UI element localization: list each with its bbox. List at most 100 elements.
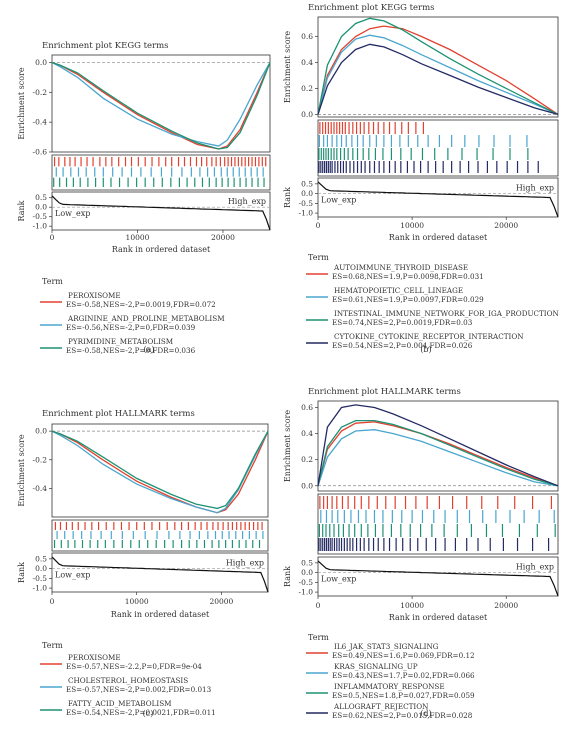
rank-tick-label: -0.5 bbox=[299, 199, 314, 208]
es-line-series-1 bbox=[51, 430, 269, 514]
legend-name-4: CYTOKINE_CYTOKINE_RECEPTOR_INTERACTION bbox=[334, 332, 524, 341]
es-plot-frame bbox=[51, 423, 269, 518]
subfigure-label: (d) bbox=[420, 709, 431, 718]
es-tick-label: 0.2 bbox=[301, 84, 313, 93]
legend-name-2: CHOLESTEROL_HOMEOSTASIS bbox=[68, 676, 188, 685]
rank-axis-label: Rank bbox=[17, 562, 26, 583]
subfigure-label: (a) bbox=[143, 345, 154, 354]
es-tick-label: 0.0 bbox=[301, 481, 313, 490]
es-line-series-2 bbox=[51, 430, 269, 514]
x-tick-label: 10000 bbox=[125, 597, 149, 606]
legend-name-2: HEMATOPOIETIC_CELL_LINEAGE bbox=[334, 286, 463, 295]
legend-name-3: INFLAMMATORY_RESPONSE bbox=[334, 682, 445, 691]
panel-c: Enrichment plot HALLMARK terms 0.0 -0.2 -0.… bbox=[0, 364, 283, 732]
es-line-series-3 bbox=[51, 61, 271, 150]
rank-tick-label: 0.5 bbox=[301, 179, 313, 188]
low-exp-label: Low_exp bbox=[321, 575, 356, 584]
high-exp-label: High_exp bbox=[226, 559, 264, 568]
es-tick-label: -0.2 bbox=[33, 455, 48, 464]
high-exp-label: High_exp bbox=[516, 184, 554, 193]
x-axis-label: Rank in ordered dataset bbox=[111, 610, 210, 619]
legend-stats-3: ES=0.74,NES=2,P=0.0019,FDR=0.03 bbox=[332, 318, 473, 327]
legend-name-3: INTESTINAL_IMMUNE_NETWORK_FOR_IGA_PRODUC… bbox=[334, 309, 559, 318]
x-tick-label: 10000 bbox=[400, 601, 424, 610]
es-axis-label: Enrichment score bbox=[17, 434, 26, 506]
plot-title: Enrichment plot KEGG terms bbox=[42, 41, 169, 51]
rank-tick-label: -1.0 bbox=[33, 222, 48, 231]
rank-curve bbox=[51, 195, 271, 231]
rank-tick-label: 0.5 bbox=[35, 554, 47, 563]
rank-tick-label: -0.5 bbox=[299, 578, 314, 587]
hits-frame bbox=[317, 493, 559, 555]
legend-stats-2: ES=0.61,NES=1.9,P=0.0097,FDR=0.029 bbox=[332, 295, 484, 304]
gsea-chart: Enrichment plot HALLMARK terms 0.0 0.2 0.4 0… bbox=[283, 387, 559, 720]
hits-frame bbox=[317, 119, 559, 177]
rank-frame bbox=[51, 552, 269, 593]
rank-tick-label: 0.0 bbox=[35, 203, 47, 212]
es-tick-label: 0.6 bbox=[301, 32, 313, 41]
es-line-series-2 bbox=[317, 429, 559, 487]
legend-stats-2: ES=0.43,NES=1.7,P=0.02,FDR=0.066 bbox=[332, 671, 475, 680]
rank-tick-label: -1.0 bbox=[299, 209, 314, 218]
x-tick-label: 0 bbox=[316, 221, 321, 230]
es-tick-label: 0.4 bbox=[301, 429, 313, 438]
x-tick-label: 10000 bbox=[400, 221, 424, 230]
plot-title: Enrichment plot KEGG terms bbox=[308, 3, 435, 13]
es-axis-label: Enrichment score bbox=[283, 410, 292, 482]
x-tick-label: 10000 bbox=[126, 233, 150, 242]
es-line-series-1 bbox=[317, 25, 559, 115]
plot-title: Enrichment plot HALLMARK terms bbox=[42, 409, 195, 419]
legend-stats-3: ES=-0.54,NES=-2,P=0.0021,FDR=0.011 bbox=[66, 708, 216, 717]
legend-stats-4: ES=0.62,NES=2,P=0.015,FDR=0.028 bbox=[332, 711, 473, 720]
es-line-series-4 bbox=[317, 43, 559, 116]
rank-tick-label: 0.5 bbox=[35, 193, 47, 202]
legend-stats-4: ES=0.54,NES=2,P=0.004,FDR=0.026 bbox=[332, 341, 473, 350]
es-tick-label: -0.2 bbox=[33, 88, 48, 97]
es-tick-label: 0.0 bbox=[35, 427, 47, 436]
legend-stats-3: ES=-0.58,NES=-2,P=0,FDR=0.036 bbox=[66, 346, 196, 355]
rank-tick-label: -1.0 bbox=[299, 588, 314, 597]
legend-name-1: PEROXISOME bbox=[68, 653, 121, 662]
rank-tick-label: 0.0 bbox=[301, 189, 313, 198]
low-exp-label: Low_exp bbox=[321, 196, 356, 205]
es-tick-label: -0.4 bbox=[33, 484, 48, 493]
es-tick-label: 0.0 bbox=[301, 110, 313, 119]
plot-title: Enrichment plot HALLMARK terms bbox=[308, 387, 461, 397]
x-tick-label: 0 bbox=[50, 597, 55, 606]
legend-name-4: ALLOGRAFT_REJECTION bbox=[333, 702, 428, 711]
legend-stats-1: ES=-0.57,NES=-2.2,P=0,FDR=9e-04 bbox=[66, 662, 202, 671]
legend-name-2: KRAS_SIGNALING_UP bbox=[334, 662, 418, 671]
rank-tick-label: 0.0 bbox=[35, 564, 47, 573]
rank-frame bbox=[317, 556, 559, 597]
hits-frame bbox=[51, 154, 271, 191]
legend-stats-2: ES=-0.57,NES=-2,P=0.002,FDR=0.013 bbox=[66, 685, 212, 694]
legend-name-3: FATTY_ACID_METABOLISM bbox=[68, 699, 172, 708]
es-line-series-3 bbox=[51, 430, 269, 510]
subfigure-label: (c) bbox=[143, 709, 154, 718]
x-axis-label: Rank in ordered dataset bbox=[389, 613, 488, 622]
x-tick-label: 20000 bbox=[494, 601, 518, 610]
rank-axis-label: Rank bbox=[283, 187, 292, 208]
legend-title: Term bbox=[42, 277, 63, 286]
x-axis-label: Rank in ordered dataset bbox=[389, 233, 488, 242]
es-line-series-2 bbox=[51, 61, 271, 147]
es-line-series-2 bbox=[317, 34, 559, 115]
gsea-chart: Enrichment plot KEGG terms 0.0 -0.2 -0.4 -0.… bbox=[17, 41, 271, 355]
rank-frame bbox=[317, 177, 559, 218]
es-axis-label: Enrichment score bbox=[283, 31, 292, 103]
legend-name-1: AUTOIMMUNE_THYROID_DISEASE bbox=[333, 263, 468, 272]
es-tick-label: 0.2 bbox=[301, 455, 313, 464]
rank-tick-label: 0.5 bbox=[301, 558, 313, 567]
hits-frame bbox=[51, 519, 269, 552]
rank-frame bbox=[51, 191, 271, 231]
legend-stats-1: ES=0.49,NES=1.6,P=0.069,FDR=0.12 bbox=[332, 651, 475, 660]
legend-stats-3: ES=0.5,NES=1.8,P=0.027,FDR=0.059 bbox=[332, 691, 475, 700]
es-tick-label: 0.6 bbox=[301, 403, 313, 412]
rank-tick-label: -0.5 bbox=[33, 574, 48, 583]
es-plot-frame bbox=[317, 400, 559, 492]
low-exp-label: Low_exp bbox=[55, 209, 90, 218]
low-exp-label: Low_exp bbox=[55, 571, 90, 580]
legend-name-2: ARGININE_AND_PROLINE_METABOLISM bbox=[67, 314, 225, 323]
rank-tick-label: -1.0 bbox=[33, 584, 48, 593]
high-exp-label: High_exp bbox=[228, 197, 266, 206]
